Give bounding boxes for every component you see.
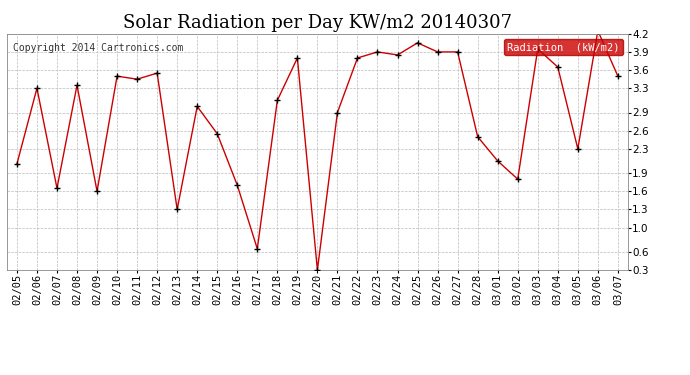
- Text: Copyright 2014 Cartronics.com: Copyright 2014 Cartronics.com: [13, 43, 184, 53]
- Legend: Radiation  (kW/m2): Radiation (kW/m2): [504, 39, 622, 55]
- Title: Solar Radiation per Day KW/m2 20140307: Solar Radiation per Day KW/m2 20140307: [123, 14, 512, 32]
